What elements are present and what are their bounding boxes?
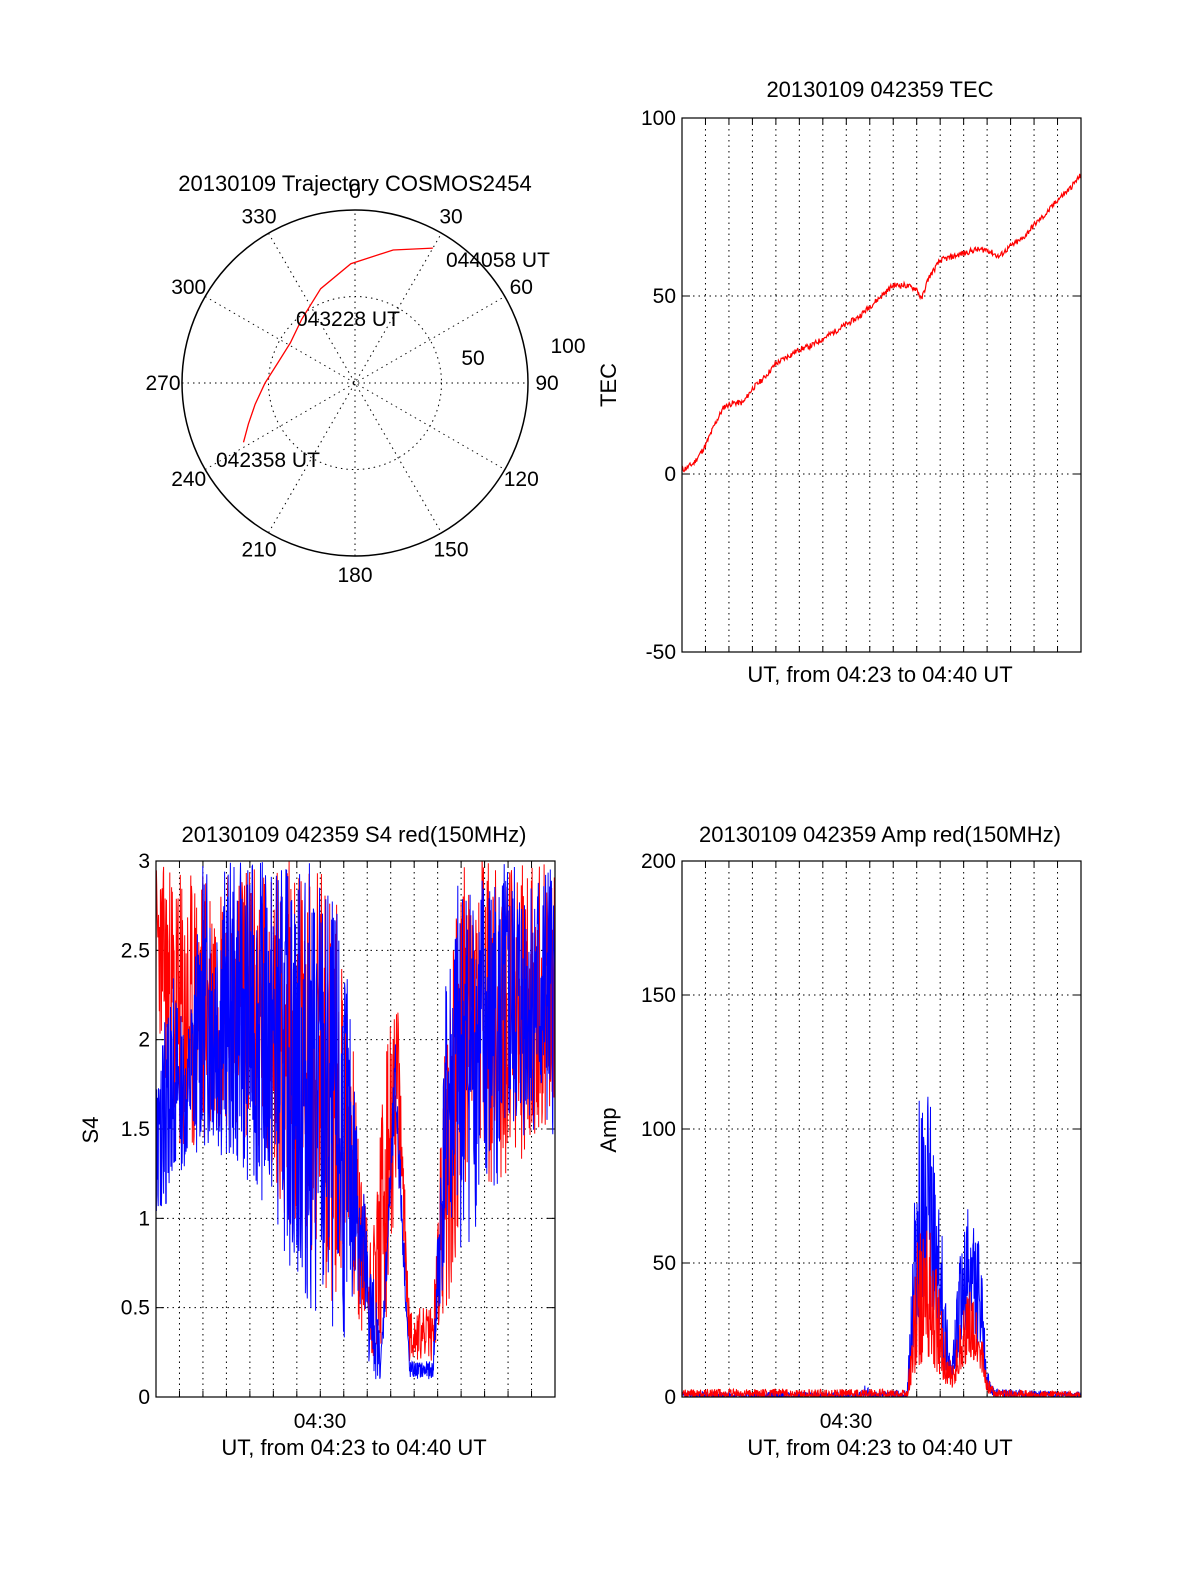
y-tick-label: 2 [138, 1029, 150, 1052]
polar-angle-label: 240 [171, 468, 206, 491]
tec-line-chart: 20130109 042359 TEC UT, from 04:23 to 04… [596, 77, 1082, 687]
polar-angle-label: 90 [535, 372, 558, 395]
polar-angle-label: 120 [504, 468, 539, 491]
amp-line-chart: 20130109 042359 Amp red(150MHz) 04:30 UT… [596, 822, 1082, 1460]
tec-title: 20130109 042359 TEC [766, 77, 993, 102]
trajectory-time-label: 043228 UT [296, 308, 400, 331]
y-tick-label: 50 [653, 1252, 676, 1275]
y-tick-label: 200 [641, 850, 676, 873]
trajectory-path [242, 247, 433, 443]
polar-angle-labels: 0 30 60 90 120 150 180 210 240 270 300 330 [145, 180, 558, 587]
polar-radius-label: 50 [461, 347, 484, 370]
tec-xlabel: UT, from 04:23 to 04:40 UT [747, 662, 1012, 687]
amp-xtick-label: 04:30 [820, 1410, 873, 1433]
polar-angle-label: 270 [145, 372, 180, 395]
y-tick-label: 100 [641, 107, 676, 130]
amp-title: 20130109 042359 Amp red(150MHz) [699, 822, 1061, 847]
trajectory-polar-plot: 20130109 Trajectory COSMOS2454 0 30 60 90 12… [145, 171, 585, 587]
y-tick-label: 0 [664, 463, 676, 486]
y-tick-label: 0 [138, 1386, 150, 1409]
y-tick-label: 0 [664, 1386, 676, 1409]
plot-frame [681, 117, 1082, 653]
s4-xlabel: UT, from 04:23 to 04:40 UT [221, 1435, 486, 1460]
trajectory-title: 20130109 Trajectory COSMOS2454 [178, 171, 531, 196]
s4-ylabel: S4 [78, 1117, 103, 1144]
polar-grid [181, 209, 529, 557]
series-line [682, 1230, 1081, 1397]
y-tick-label: 3 [138, 850, 150, 873]
y-tick-label: -50 [646, 641, 676, 664]
trajectory-time-label: 042358 UT [216, 449, 320, 472]
series-group [156, 861, 555, 1380]
series-line [156, 862, 555, 1380]
y-tick-label: 1.5 [121, 1118, 150, 1141]
amp-xlabel: UT, from 04:23 to 04:40 UT [747, 1435, 1012, 1460]
polar-angle-label: 30 [439, 206, 462, 229]
y-tick-label: 1 [138, 1207, 150, 1230]
s4-line-chart: 20130109 042359 S4 red(150MHz) 04:30 UT,… [78, 822, 556, 1460]
y-tick-label: 100 [641, 1118, 676, 1141]
polar-radius-labels: 50 100 [461, 335, 585, 370]
s4-title: 20130109 042359 S4 red(150MHz) [182, 822, 527, 847]
series-line [682, 173, 1081, 473]
plot-frame [681, 860, 1082, 1398]
trajectory-time-label: 044058 UT [446, 249, 550, 272]
polar-angle-label: 0 [349, 180, 361, 203]
polar-spoke [268, 232, 442, 534]
y-tick-label: 50 [653, 285, 676, 308]
amp-ylabel: Amp [596, 1107, 621, 1152]
polar-angle-label: 180 [337, 564, 372, 587]
series-group [682, 1096, 1081, 1397]
trajectory-annotations: 044058 UT 043228 UT 042358 UT [216, 249, 550, 472]
polar-angle-label: 150 [433, 538, 468, 561]
polar-radius-label: 100 [550, 335, 585, 358]
polar-angle-label: 60 [510, 276, 533, 299]
y-tick-label: 0.5 [121, 1297, 150, 1320]
s4-xtick-label: 04:30 [294, 1410, 347, 1433]
polar-angle-label: 300 [171, 276, 206, 299]
series-line [682, 1096, 1081, 1397]
y-tick-label: 2.5 [121, 939, 150, 962]
plot-frame [155, 860, 556, 1398]
polar-spoke [268, 232, 442, 534]
polar-angle-label: 210 [241, 538, 276, 561]
trajectory-line [242, 247, 433, 443]
y-tick-label: 150 [641, 984, 676, 1007]
series-group [682, 173, 1081, 473]
polar-angle-label: 330 [241, 206, 276, 229]
tec-ylabel: TEC [596, 363, 621, 407]
